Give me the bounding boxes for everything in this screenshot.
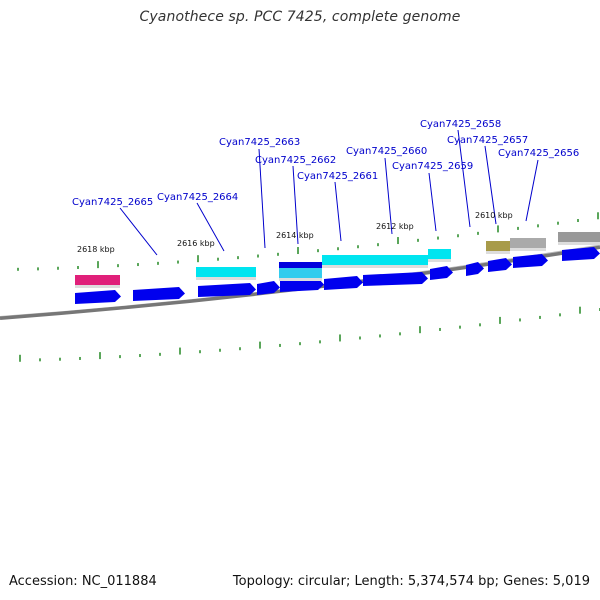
feature-shadow xyxy=(322,265,428,268)
leader-line xyxy=(428,172,437,232)
feature-layer xyxy=(75,232,600,304)
kbp-label: 2616 kbp xyxy=(177,239,215,248)
cds-arrow xyxy=(562,247,600,261)
feature-box xyxy=(279,268,322,278)
leader-line xyxy=(484,145,497,225)
gene-label-cyan7425-2665[interactable]: Cyan7425_2665 xyxy=(72,197,153,208)
cds-arrow xyxy=(324,276,363,290)
feature-box xyxy=(486,241,510,251)
feature-box xyxy=(196,267,256,277)
gene-label-cyan7425-2656[interactable]: Cyan7425_2656 xyxy=(498,148,579,159)
gene-label-cyan7425-2660[interactable]: Cyan7425_2660 xyxy=(346,146,427,157)
leader-line xyxy=(525,159,539,222)
gene-label-cyan7425-2657[interactable]: Cyan7425_2657 xyxy=(447,135,528,146)
accession-text: Accession: NC_011884 xyxy=(9,574,157,589)
leader-line xyxy=(457,129,471,228)
genome-title: Cyanothece sp. PCC 7425, complete genome xyxy=(139,9,461,25)
feature-shadow xyxy=(486,251,510,254)
gene-label-cyan7425-2658[interactable]: Cyan7425_2658 xyxy=(420,119,501,130)
feature-box xyxy=(428,249,451,259)
kbp-label: 2612 kbp xyxy=(376,222,414,231)
leader-line xyxy=(196,202,225,252)
leader-line xyxy=(258,148,266,249)
kbp-label: 2610 kbp xyxy=(475,211,513,220)
genome-summary-text: Topology: circular; Length: 5,374,574 bp… xyxy=(232,574,590,589)
cds-arrow xyxy=(75,290,121,304)
cds-arrow xyxy=(198,283,256,297)
leader-line xyxy=(384,157,393,235)
feature-box xyxy=(558,232,600,242)
tick-track-lower xyxy=(19,306,600,362)
gene-label-cyan7425-2664[interactable]: Cyan7425_2664 xyxy=(157,192,238,203)
kbp-label: 2614 kbp xyxy=(276,231,314,240)
cds-arrow xyxy=(257,281,280,295)
feature-shadow xyxy=(558,242,600,245)
gene-label-cyan7425-2661[interactable]: Cyan7425_2661 xyxy=(297,171,378,182)
rrna-feature xyxy=(75,275,120,285)
cds-arrow xyxy=(133,287,185,301)
leader-line xyxy=(292,165,299,245)
gene-label-cyan7425-2659[interactable]: Cyan7425_2659 xyxy=(392,161,473,172)
gene-label-cyan7425-2663[interactable]: Cyan7425_2663 xyxy=(219,137,300,148)
leader-line xyxy=(334,181,342,242)
feature-box xyxy=(279,262,322,272)
feature-box xyxy=(510,238,546,248)
cds-arrow xyxy=(363,272,428,286)
feature-box xyxy=(322,255,428,265)
feature-shadow xyxy=(75,285,120,288)
feature-shadow xyxy=(428,259,451,262)
cds-arrow xyxy=(513,254,548,268)
leader-line xyxy=(119,207,158,256)
feature-shadow xyxy=(279,278,322,281)
feature-shadow xyxy=(510,248,546,251)
leader-lines xyxy=(119,129,539,256)
feature-shadow xyxy=(196,277,256,280)
cds-arrow xyxy=(280,278,324,292)
kbp-label: 2618 kbp xyxy=(77,245,115,254)
cds-arrow xyxy=(430,266,453,280)
gene-label-cyan7425-2662[interactable]: Cyan7425_2662 xyxy=(255,155,336,166)
cds-arrow xyxy=(488,258,512,272)
cds-arrow xyxy=(466,262,484,276)
tick-track-upper xyxy=(17,212,599,271)
